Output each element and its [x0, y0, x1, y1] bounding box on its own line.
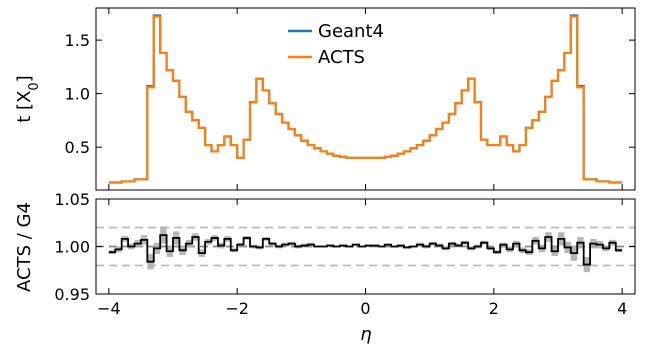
ratio-line-group: [108, 234, 623, 266]
top-panel: 0.5 1.0 1.5 Geant4 ACTS t [X0]: [14, 7, 636, 191]
top-x-ticks: [108, 8, 623, 190]
bottom-panel: 0.95 1.00 1.05 −4 −2 0 2 4 ACTS / G4 η: [14, 190, 636, 345]
top-y-axis-label: t [X0]: [14, 75, 42, 122]
x-axis-label: η: [360, 324, 371, 345]
bottom-axes-frame: [95, 198, 636, 295]
top-series-group: [108, 14, 623, 184]
bottom-y-tick-label: 1.05: [54, 190, 90, 209]
ratio-line: [108, 234, 623, 266]
bottom-y-axis-label: ACTS / G4: [14, 202, 35, 292]
bottom-x-ticks: −4 −2 0 2 4: [97, 199, 627, 318]
bottom-y-ticks: 0.95 1.00 1.05: [54, 190, 635, 304]
bottom-y-tick-label: 1.00: [54, 238, 90, 257]
bottom-x-tick-label: −4: [97, 299, 121, 318]
bottom-x-tick-label: 2: [489, 299, 499, 318]
top-y-ticks: 0.5 1.0 1.5: [65, 31, 635, 157]
legend-acts-label: ACTS: [318, 47, 365, 68]
legend: Geant4 ACTS: [288, 21, 384, 68]
top-axes-frame: [95, 7, 636, 191]
bottom-y-tick-label: 0.95: [54, 285, 90, 304]
bottom-x-tick-label: −2: [225, 299, 249, 318]
series-line-acts: [108, 15, 623, 184]
top-y-tick-label: 0.5: [65, 138, 90, 157]
top-y-tick-label: 1.5: [65, 31, 90, 50]
bottom-x-tick-label: 4: [617, 299, 627, 318]
legend-geant4-label: Geant4: [318, 21, 384, 42]
bottom-x-tick-label: 0: [360, 299, 370, 318]
top-y-tick-label: 1.0: [65, 85, 90, 104]
